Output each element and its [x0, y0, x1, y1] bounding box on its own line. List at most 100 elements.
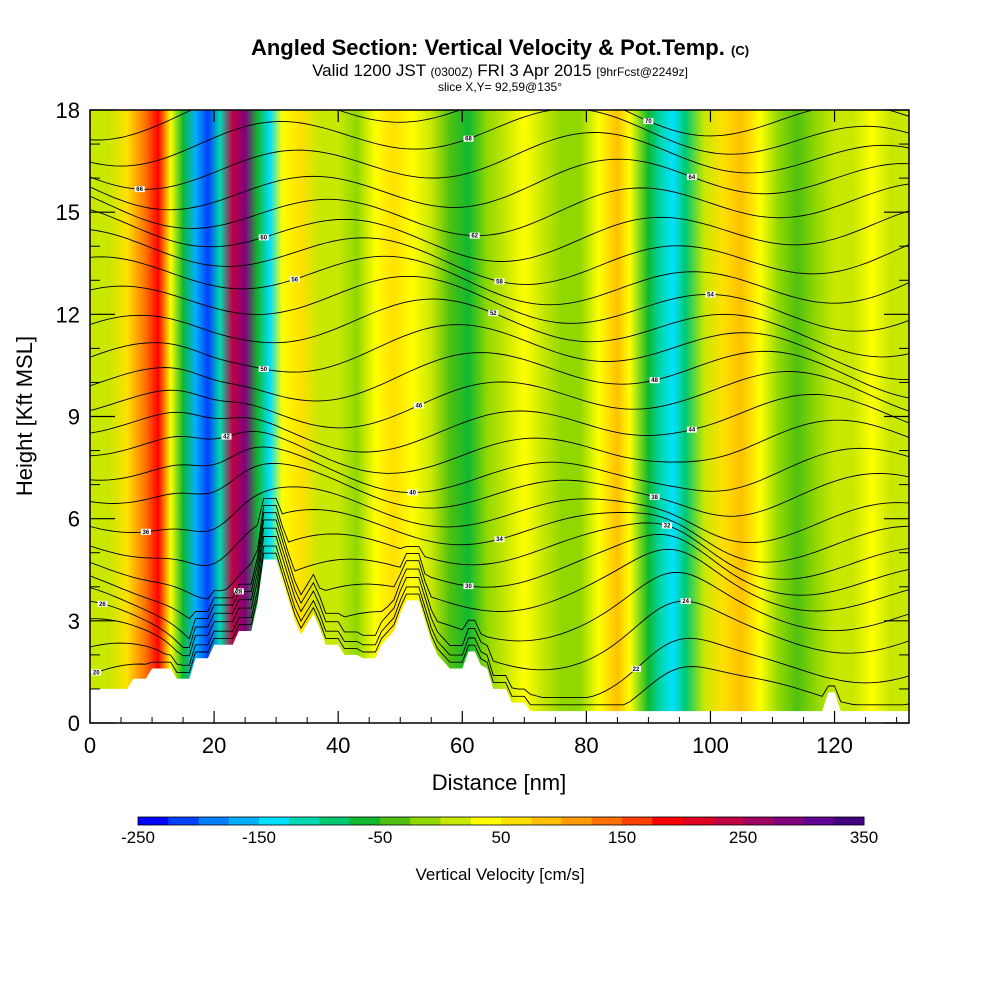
- valid-utc: (0300Z): [430, 65, 473, 79]
- theta-contour: [90, 110, 909, 167]
- theta-contour: [90, 519, 909, 640]
- contour-label: 40: [409, 490, 416, 496]
- contour-label-bg: [233, 588, 244, 595]
- colorbar-swatch: [168, 817, 199, 825]
- vertical-velocity-field: [90, 110, 909, 723]
- colorbar-swatch: [743, 817, 774, 825]
- y-tick-label: 3: [68, 609, 80, 634]
- colorbar-swatch: [259, 817, 290, 825]
- colorbar: -250 -150 -50 50 150 250 350: [121, 816, 878, 847]
- contour-label-bg: [463, 583, 474, 590]
- valid-main: Valid 1200 JST: [312, 61, 426, 80]
- colorbar-swatch: [380, 817, 411, 825]
- y-tick-label: 12: [56, 302, 80, 327]
- contour-label-bg: [631, 665, 641, 672]
- contour-label-bg: [494, 536, 505, 543]
- theta-contour: [90, 324, 909, 381]
- contour-label: 68: [465, 137, 472, 143]
- colorbar-swatch: [531, 817, 562, 825]
- colorbar-swatch: [228, 817, 260, 825]
- contour-label-bg: [413, 402, 424, 409]
- theta-contour: [90, 255, 909, 306]
- x-tick-label: 80: [574, 733, 598, 758]
- contour-label-bg: [221, 433, 232, 440]
- theta-contour: [90, 298, 909, 358]
- contour-label: 62: [471, 234, 478, 240]
- forecast-info: [9hrFcst@2249z]: [596, 65, 688, 79]
- y-tick-label: 6: [68, 507, 80, 532]
- contour-label: 34: [496, 537, 503, 543]
- colorbar-swatch: [410, 817, 441, 825]
- theta-contour: [90, 209, 909, 262]
- terrain: [90, 559, 909, 723]
- colorbar-swatch: [682, 817, 714, 825]
- colorbar-swatch: [622, 817, 653, 825]
- contour-label-bg: [649, 377, 660, 384]
- theta-contour: [90, 446, 909, 493]
- contour-label-bg: [494, 278, 505, 285]
- contour-label: 46: [415, 403, 422, 409]
- colorbar-label: -250: [121, 828, 155, 847]
- x-tick-label: 0: [84, 733, 96, 758]
- contour-label-bg: [488, 309, 499, 316]
- contour-label-bg: [649, 493, 660, 500]
- theta-contour: [90, 512, 909, 620]
- colorbar-swatch: [349, 817, 381, 825]
- contour-label-bg: [662, 522, 673, 529]
- contour-label-bg: [140, 528, 151, 535]
- contour-label: 52: [490, 311, 497, 317]
- contour-label: 32: [664, 524, 671, 530]
- colorbar-label: 350: [850, 828, 878, 847]
- colorbar-label: 150: [608, 828, 636, 847]
- colorbar-swatch: [289, 817, 320, 825]
- contour-label: 20: [93, 670, 100, 676]
- colorbar-label: 50: [492, 828, 511, 847]
- colorbar-swatch: [198, 817, 230, 825]
- colorbar-swatch: [803, 817, 835, 825]
- colorbar-swatch: [138, 817, 169, 825]
- contour-label-bg: [258, 234, 269, 241]
- chart-title: Angled Section: Vertical Velocity & Pot.…: [0, 36, 1000, 63]
- theta-contour: [90, 552, 909, 706]
- contour-label: 30: [465, 584, 472, 590]
- contour-label: 36: [142, 530, 149, 536]
- contour-label-bg: [643, 118, 654, 125]
- contour-label: 44: [688, 428, 695, 434]
- contour-label-bg: [686, 426, 697, 433]
- theta-contour: [90, 110, 909, 141]
- slice-info: slice X,Y= 92,59@135°: [437, 80, 563, 94]
- valid-date: FRI 3 Apr 2015: [477, 61, 592, 80]
- contour-label-bg: [91, 669, 102, 676]
- x-tick-label: 20: [202, 733, 226, 758]
- theta-contour: [90, 462, 909, 517]
- contour-label: 54: [707, 292, 714, 298]
- contour-label: 70: [645, 119, 652, 125]
- contour-label: 24: [682, 599, 689, 605]
- contour-label-bg: [407, 489, 418, 496]
- y-tick-label: 0: [68, 711, 80, 736]
- contour-label-bg: [134, 186, 145, 193]
- valid-time: Valid 1200 JST (0300Z) FRI 3 Apr 2015 [9…: [0, 61, 1000, 80]
- colorbar-swatch: [773, 817, 804, 825]
- contour-label: 38: [651, 495, 658, 501]
- contour-label: 28: [236, 589, 243, 595]
- x-axis-label: Distance [nm]: [432, 770, 567, 795]
- colorbar-swatch: [319, 817, 351, 825]
- colorbar-swatch: [470, 817, 502, 825]
- contour-label-bg: [97, 600, 108, 607]
- contour-label: 56: [291, 277, 298, 283]
- chart-title-block: Angled Section: Vertical Velocity & Pot.…: [0, 36, 1000, 95]
- title-units: (C): [731, 43, 750, 58]
- theta-contour: [90, 183, 909, 237]
- contour-label: 26: [99, 602, 106, 608]
- contour-label-bg: [258, 365, 269, 372]
- x-tick-label: 120: [816, 733, 853, 758]
- y-axis-label: Height [Kft MSL]: [12, 336, 37, 496]
- y-tick-label: 15: [56, 200, 80, 225]
- theta-contour: [90, 486, 909, 544]
- contour-label-bg: [686, 173, 697, 180]
- theta-contour: [90, 350, 909, 402]
- title-text: Angled Section: Vertical Velocity & Pot.…: [250, 35, 725, 60]
